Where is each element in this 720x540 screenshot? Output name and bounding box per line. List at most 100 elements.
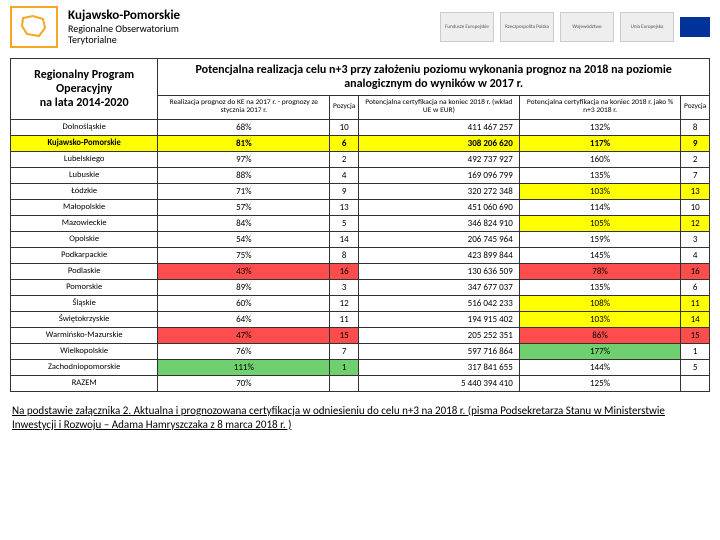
cell: 3 xyxy=(330,279,359,295)
data-table: Regionalny Program Operacyjny na lata 20… xyxy=(10,58,710,392)
eu-logos: Fundusze Europejskie Rzeczpospolita Pols… xyxy=(440,12,710,42)
region-name: Wielkopolskie xyxy=(11,343,158,359)
cell: 16 xyxy=(330,263,359,279)
cell: 86% xyxy=(519,327,681,343)
cell: 125% xyxy=(519,375,681,391)
cell: 411 467 257 xyxy=(358,119,519,135)
cell: 117% xyxy=(519,135,681,151)
cell: 308 206 620 xyxy=(358,135,519,151)
eu-logo-4: Unia Europejska xyxy=(620,12,674,42)
cell: 205 252 351 xyxy=(358,327,519,343)
corner-line1: Regionalny Program Operacyjny xyxy=(15,68,153,96)
cell: 1 xyxy=(330,359,359,375)
cell: 103% xyxy=(519,183,681,199)
cell: 10 xyxy=(330,119,359,135)
table-title: Potencjalna realizacja celu n+3 przy zał… xyxy=(158,59,710,96)
cell: 47% xyxy=(158,327,330,343)
region-name: Małopolskie xyxy=(11,199,158,215)
cell: 13 xyxy=(681,183,710,199)
header-bar: Kujawsko-Pomorskie Regionalne Obserwator… xyxy=(0,0,720,54)
cell: 4 xyxy=(330,167,359,183)
cell: 71% xyxy=(158,183,330,199)
cell: 346 824 910 xyxy=(358,215,519,231)
cell: 9 xyxy=(681,135,710,151)
cell: 70% xyxy=(158,375,330,391)
table-row: Świętokrzyskie64%11194 915 402103%14 xyxy=(11,311,710,327)
region-name: Lubuskie xyxy=(11,167,158,183)
table-row: Śląskie60%12516 042 233108%11 xyxy=(11,295,710,311)
table-row: Lubelskiego97%2492 737 927160%2 xyxy=(11,151,710,167)
region-name: RAZEM xyxy=(11,375,158,391)
cell: 2 xyxy=(681,151,710,167)
cell: 194 915 402 xyxy=(358,311,519,327)
region-name: Opolskie xyxy=(11,231,158,247)
region-name: Pomorskie xyxy=(11,279,158,295)
cell: 14 xyxy=(330,231,359,247)
cell: 2 xyxy=(330,151,359,167)
cell: 8 xyxy=(330,247,359,263)
brand-line1: Kujawsko-Pomorskie xyxy=(68,9,180,23)
cell: 7 xyxy=(681,167,710,183)
cell: 6 xyxy=(330,135,359,151)
cell: 11 xyxy=(681,295,710,311)
region-name: Zachodniopomorskie xyxy=(11,359,158,375)
table-row: Małopolskie57%13451 060 690114%10 xyxy=(11,199,710,215)
cell: 12 xyxy=(681,215,710,231)
cell: 84% xyxy=(158,215,330,231)
cell: 5 xyxy=(681,359,710,375)
eu-logo-1: Fundusze Europejskie xyxy=(440,12,494,42)
cell: 144% xyxy=(519,359,681,375)
cell: 111% xyxy=(158,359,330,375)
cell: 5 xyxy=(330,215,359,231)
table-row: Wielkopolskie76%7597 716 864177%1 xyxy=(11,343,710,359)
cell: 97% xyxy=(158,151,330,167)
cell: 135% xyxy=(519,279,681,295)
cell: 105% xyxy=(519,215,681,231)
cell: 597 716 864 xyxy=(358,343,519,359)
cell: 177% xyxy=(519,343,681,359)
cell: 3 xyxy=(681,231,710,247)
cell: 89% xyxy=(158,279,330,295)
cell: 1 xyxy=(681,343,710,359)
table-row: Lubuskie88%4169 096 799135%7 xyxy=(11,167,710,183)
logo-icon xyxy=(10,6,58,48)
cell: 9 xyxy=(330,183,359,199)
cell: 108% xyxy=(519,295,681,311)
cell: 492 737 927 xyxy=(358,151,519,167)
cell: 7 xyxy=(330,343,359,359)
cell: 15 xyxy=(681,327,710,343)
cell xyxy=(330,375,359,391)
cell: 60% xyxy=(158,295,330,311)
cell: 6 xyxy=(681,279,710,295)
cell: 145% xyxy=(519,247,681,263)
cell: 78% xyxy=(519,263,681,279)
col-h2: Pozycja xyxy=(330,96,359,120)
eu-logo-2: Rzeczpospolita Polska xyxy=(500,12,554,42)
cell: 347 677 037 xyxy=(358,279,519,295)
col-h1: Realizacja prognoz do KE na 2017 r. - pr… xyxy=(158,96,330,120)
cell: 43% xyxy=(158,263,330,279)
cell: 10 xyxy=(681,199,710,215)
table-row: Łódzkie71%9320 272 348103%13 xyxy=(11,183,710,199)
cell xyxy=(681,375,710,391)
table-row: Warmińsko-Mazurskie47%15205 252 35186%15 xyxy=(11,327,710,343)
cell: 451 060 690 xyxy=(358,199,519,215)
region-name: Śląskie xyxy=(11,295,158,311)
cell: 13 xyxy=(330,199,359,215)
cell: 516 042 233 xyxy=(358,295,519,311)
region-name: Lubelskiego xyxy=(11,151,158,167)
cell: 54% xyxy=(158,231,330,247)
cell: 88% xyxy=(158,167,330,183)
footer-note: Na podstawie załącznika 2. Aktualna i pr… xyxy=(0,396,720,441)
brand-line3: Terytorialne xyxy=(68,34,180,45)
col-h4: Potencjalna certyfikacja na koniec 2018 … xyxy=(519,96,681,120)
cell: 14 xyxy=(681,311,710,327)
region-name: Warmińsko-Mazurskie xyxy=(11,327,158,343)
table-row: Pomorskie89%3347 677 037135%6 xyxy=(11,279,710,295)
table-row: Zachodniopomorskie111%1317 841 655144%5 xyxy=(11,359,710,375)
region-name: Łódzkie xyxy=(11,183,158,199)
cell: 11 xyxy=(330,311,359,327)
cell: 159% xyxy=(519,231,681,247)
region-name: Podlaskie xyxy=(11,263,158,279)
table-row: Dolnośląskie68%10411 467 257132%8 xyxy=(11,119,710,135)
